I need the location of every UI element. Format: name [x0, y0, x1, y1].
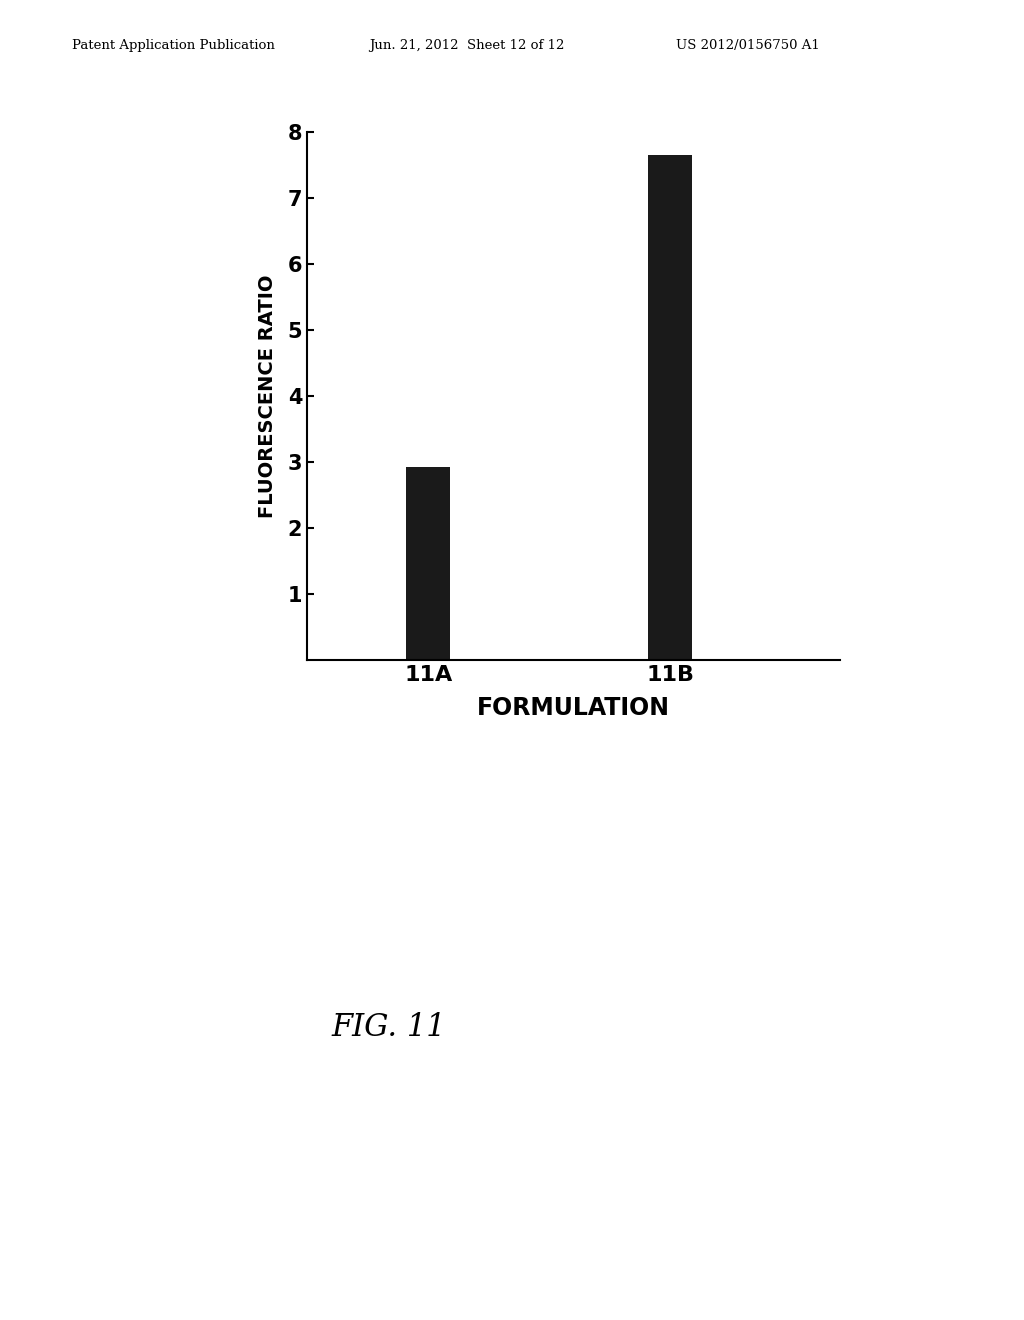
Text: Patent Application Publication: Patent Application Publication	[72, 38, 274, 51]
Text: FIG. 11: FIG. 11	[332, 1012, 446, 1043]
Text: US 2012/0156750 A1: US 2012/0156750 A1	[676, 38, 819, 51]
Bar	[407, 467, 450, 660]
Bar	[648, 154, 692, 660]
Y-axis label: FLUORESCENCE RATIO: FLUORESCENCE RATIO	[258, 275, 276, 517]
Text: Jun. 21, 2012  Sheet 12 of 12: Jun. 21, 2012 Sheet 12 of 12	[369, 38, 564, 51]
X-axis label: FORMULATION: FORMULATION	[477, 696, 670, 719]
